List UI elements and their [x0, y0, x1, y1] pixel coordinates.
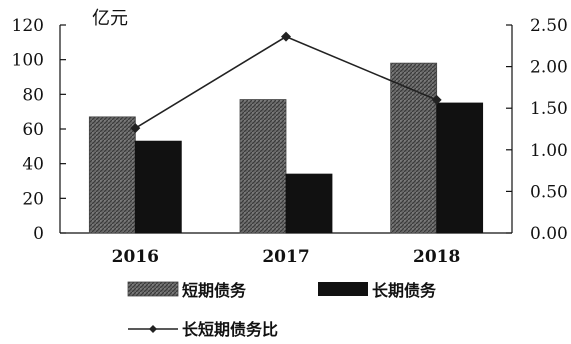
- right-tick-label: 1.50: [530, 99, 568, 119]
- x-axis-labels: 2016 2017 2018: [112, 247, 461, 267]
- bar-long-debt: [436, 102, 484, 234]
- bar-long-debt: [285, 173, 333, 234]
- ratio-point: [130, 123, 141, 134]
- unit-label: 亿元: [92, 8, 128, 29]
- ratio-point: [281, 31, 291, 42]
- right-tick-label: 2.00: [530, 58, 568, 78]
- legend-label-ratio: 长短期债务比: [182, 320, 278, 339]
- left-axis-ticks: 0 20 40 60 80 100 120: [12, 16, 66, 244]
- legend: 短期债务 长期债务 长短期债务比: [127, 281, 437, 339]
- bar-short-debt: [239, 99, 287, 234]
- x-tick-label: 2017: [262, 247, 309, 267]
- bar-short-debt: [88, 116, 136, 234]
- legend-label-short-debt: 短期债务: [182, 281, 247, 300]
- right-tick-label: 2.50: [530, 16, 568, 36]
- legend-swatch-ratio-marker: [149, 325, 157, 333]
- ratio-line-group: [130, 31, 442, 134]
- legend-label-long-debt: 长期债务: [372, 281, 437, 300]
- left-tick-label: 120: [12, 16, 44, 36]
- right-tick-label: 1.00: [530, 141, 568, 161]
- x-tick-label: 2018: [413, 247, 460, 267]
- left-tick-label: 40: [22, 155, 44, 175]
- bar-group: [88, 62, 484, 234]
- right-axis-ticks: 0.00 0.50 1.00 1.50 2.00 2.50: [506, 16, 568, 244]
- bar-short-debt: [390, 62, 438, 234]
- left-tick-label: 0: [33, 224, 44, 244]
- right-tick-label: 0.00: [530, 224, 568, 244]
- left-tick-label: 20: [22, 189, 44, 209]
- left-tick-label: 60: [22, 120, 44, 140]
- x-tick-label: 2016: [112, 247, 159, 267]
- ratio-point: [431, 94, 442, 105]
- right-tick-label: 0.50: [530, 182, 568, 202]
- legend-swatch-short-debt: [127, 281, 179, 297]
- bar-long-debt: [134, 140, 182, 234]
- left-tick-label: 100: [12, 51, 44, 71]
- legend-swatch-long-debt: [318, 282, 368, 296]
- left-tick-label: 80: [22, 85, 44, 105]
